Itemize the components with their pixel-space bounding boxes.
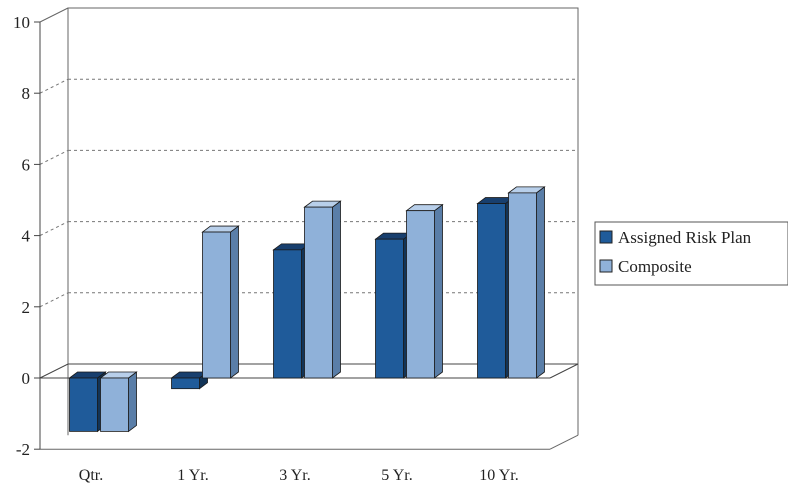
gridline-diagonal — [39, 221, 69, 237]
legend: Assigned Risk Plan Composite — [594, 221, 788, 286]
legend-swatch-composite — [599, 259, 613, 273]
x-axis-labels: Qtr. 1 Yr. 3 Yr. 5 Yr. 10 Yr. — [79, 467, 519, 484]
bar-front — [202, 231, 231, 379]
bar — [405, 203, 444, 379]
legend-box — [594, 221, 788, 286]
legend-label-assigned-risk-plan: Assigned Risk Plan — [618, 228, 752, 247]
x-tick-label: 5 Yr. — [381, 467, 412, 484]
bar-side — [536, 186, 545, 379]
bar-front — [508, 192, 537, 379]
x-tick-label: 1 Yr. — [177, 467, 208, 484]
zero-plane-right — [549, 363, 579, 379]
y-tick-label: 2 — [22, 298, 31, 317]
bars — [68, 186, 546, 433]
bar-front — [375, 238, 404, 379]
x-tick-label: Qtr. — [79, 467, 103, 484]
bar-side — [434, 203, 443, 379]
bar-side — [128, 371, 137, 433]
y-tick-label: -2 — [16, 440, 30, 459]
y-tick-label: 8 — [22, 84, 31, 103]
floor-right-edge — [549, 434, 579, 450]
bar-side — [332, 200, 341, 379]
legend-label-composite: Composite — [618, 257, 692, 276]
y-axis: 10 8 6 4 2 0 -2 — [13, 13, 41, 459]
bar-front — [406, 210, 435, 379]
gridline-diagonal — [39, 292, 69, 308]
bar — [99, 371, 138, 433]
bar — [201, 225, 240, 379]
bar — [476, 196, 515, 379]
y-tick-label: 10 — [13, 13, 30, 32]
x-tick-label: 10 Yr. — [479, 467, 518, 484]
bar-front — [304, 206, 333, 379]
x-tick-label: 3 Yr. — [279, 467, 310, 484]
bar-front — [477, 203, 506, 379]
y-tick-label: 4 — [22, 227, 31, 246]
bar — [507, 186, 546, 379]
bar-side — [230, 225, 239, 379]
bar — [303, 200, 342, 379]
y-tick-label: 6 — [22, 155, 31, 174]
legend-swatch-assigned-risk-plan — [599, 230, 613, 244]
y-tick-label: 0 — [22, 369, 31, 388]
bar — [68, 371, 107, 433]
gridline-diagonal — [39, 149, 69, 165]
bar-front — [273, 249, 302, 379]
gridline-diagonal — [39, 78, 69, 94]
bar-front — [69, 377, 98, 432]
side-wall-top — [39, 7, 69, 23]
bar-front — [100, 377, 129, 432]
bar-front — [171, 377, 200, 390]
